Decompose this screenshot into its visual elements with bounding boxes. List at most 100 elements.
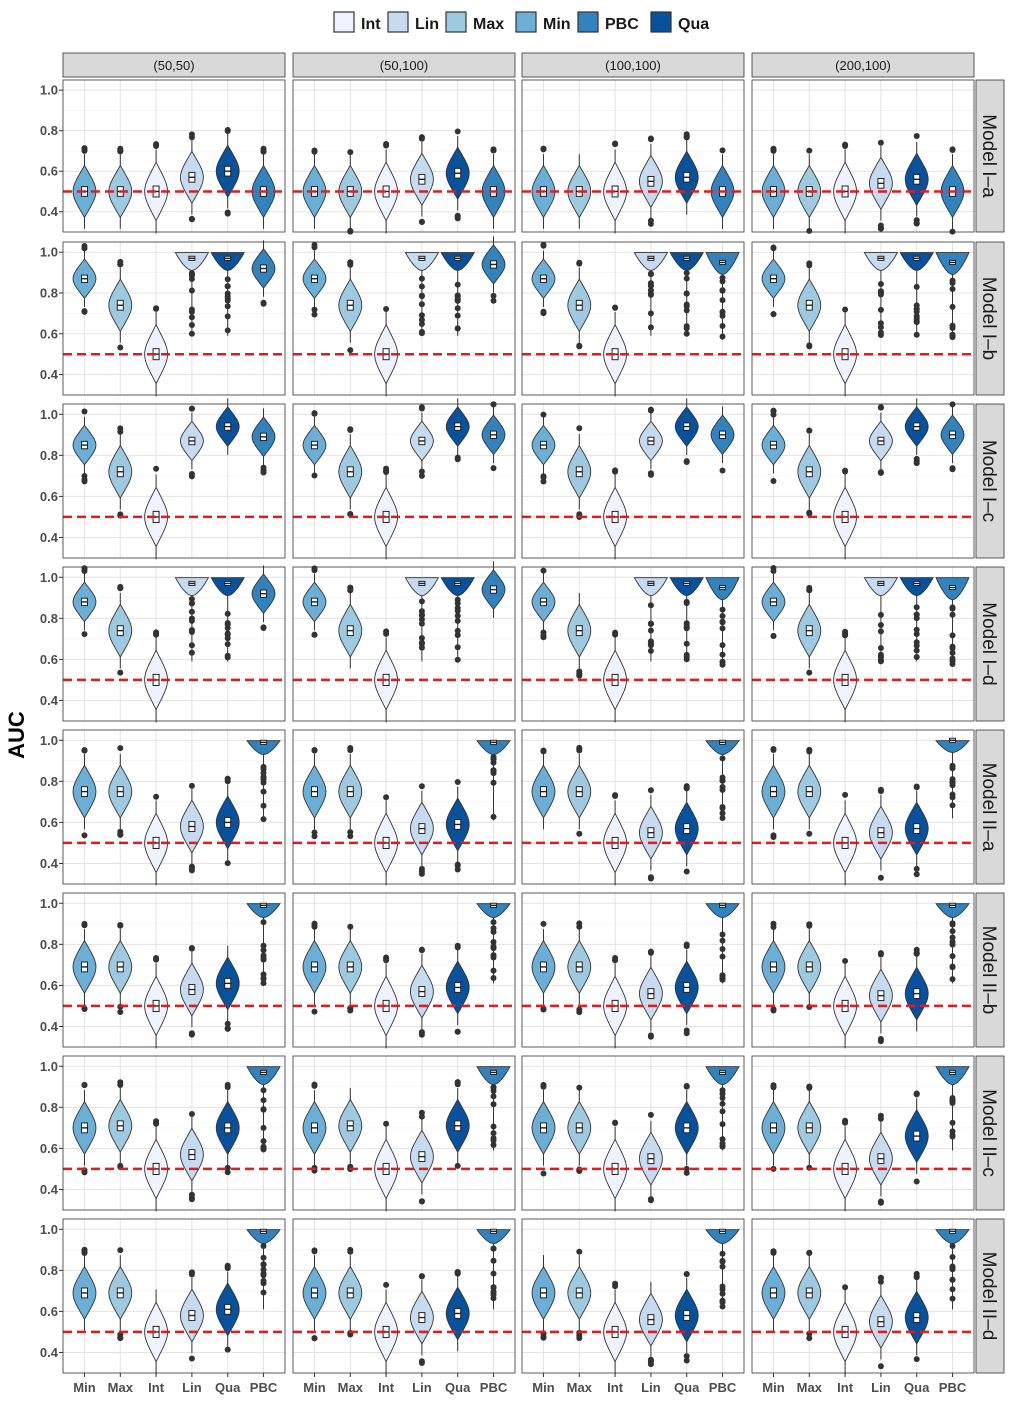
row-strip-label: Model I–b bbox=[978, 277, 999, 360]
outlier-point bbox=[949, 649, 956, 656]
outlier-point bbox=[877, 139, 884, 146]
outlier-point bbox=[540, 473, 547, 480]
violin-qua bbox=[440, 577, 475, 597]
outlier-point bbox=[260, 947, 267, 954]
outlier-point bbox=[418, 321, 425, 328]
outlier-point bbox=[913, 631, 920, 638]
violin-lin bbox=[633, 577, 669, 597]
panel bbox=[521, 892, 745, 1049]
outlier-point bbox=[913, 220, 920, 227]
panel-border bbox=[292, 1218, 516, 1374]
outlier-point bbox=[454, 862, 461, 869]
outlier-point bbox=[260, 469, 267, 476]
outlier-point bbox=[842, 467, 849, 474]
outlier-point bbox=[719, 937, 726, 944]
outlier-point bbox=[418, 947, 425, 954]
outlier-point bbox=[683, 1030, 690, 1037]
panel-background bbox=[293, 730, 515, 884]
y-axis-label: AUC bbox=[4, 711, 29, 759]
violin-lin bbox=[404, 577, 440, 597]
outlier-point bbox=[770, 1082, 777, 1089]
outlier-point bbox=[260, 976, 267, 983]
outlier-point bbox=[612, 1119, 619, 1126]
x-tick-label: Min bbox=[303, 1380, 325, 1395]
outlier-point bbox=[117, 1162, 124, 1169]
outlier-point bbox=[949, 794, 956, 801]
outlier-point bbox=[949, 1295, 956, 1302]
panel-border bbox=[751, 729, 975, 885]
outlier-point bbox=[576, 1009, 583, 1016]
outlier-point bbox=[842, 143, 849, 150]
outlier-point bbox=[877, 874, 884, 881]
x-tick-label: Min bbox=[762, 1380, 784, 1395]
y-tick-label: 0.4 bbox=[40, 530, 59, 545]
outlier-point bbox=[188, 642, 195, 649]
outlier-point bbox=[949, 1119, 956, 1126]
panel bbox=[751, 241, 975, 397]
violin-lin bbox=[863, 252, 899, 272]
outlier-point bbox=[770, 1248, 777, 1255]
outlier-point bbox=[383, 794, 390, 801]
outlier-point bbox=[683, 784, 690, 791]
panel-border bbox=[292, 241, 516, 396]
outlier-point bbox=[683, 600, 690, 607]
outlier-point bbox=[418, 468, 425, 475]
outlier-point bbox=[260, 942, 267, 949]
outlier-point bbox=[188, 308, 195, 315]
legend-key-lin bbox=[387, 11, 409, 33]
outlier-point bbox=[188, 865, 195, 872]
outlier-point bbox=[311, 148, 318, 155]
panel bbox=[751, 1055, 975, 1212]
outlier-point bbox=[877, 225, 884, 232]
outlier-point bbox=[454, 600, 461, 607]
outlier-point bbox=[683, 1271, 690, 1278]
outlier-point bbox=[260, 1097, 267, 1104]
outlier-point bbox=[719, 467, 726, 474]
panel bbox=[751, 565, 975, 723]
outlier-point bbox=[81, 408, 88, 415]
outlier-point bbox=[311, 410, 318, 417]
outlier-point bbox=[647, 136, 654, 143]
outlier-point bbox=[454, 644, 461, 651]
panel bbox=[521, 1055, 745, 1212]
outlier-point bbox=[454, 617, 461, 624]
row-strip-label: Model II–a bbox=[978, 763, 999, 852]
panel bbox=[521, 398, 745, 560]
outlier-point bbox=[806, 1249, 813, 1256]
outlier-point bbox=[454, 778, 461, 785]
outlier-point bbox=[949, 146, 956, 153]
y-tick-label: 0.4 bbox=[40, 693, 59, 708]
panel-border bbox=[751, 79, 975, 233]
outlier-point bbox=[383, 468, 390, 475]
violin-qua bbox=[899, 577, 934, 597]
outlier-point bbox=[260, 779, 267, 786]
outlier-point bbox=[647, 282, 654, 289]
outlier-point bbox=[770, 478, 777, 485]
row-strip-label: Model II–d bbox=[978, 1252, 999, 1341]
panel-background bbox=[752, 404, 974, 558]
outlier-point bbox=[719, 1299, 726, 1306]
outlier-point bbox=[383, 1120, 390, 1127]
outlier-point bbox=[418, 870, 425, 877]
outlier-point bbox=[877, 621, 884, 628]
outlier-point bbox=[913, 626, 920, 633]
outlier-point bbox=[770, 924, 777, 931]
outlier-point bbox=[719, 810, 726, 817]
legend-label-qua: Qua bbox=[678, 16, 709, 33]
violin-pbc bbox=[705, 1066, 740, 1086]
legend-key-pbc bbox=[577, 11, 599, 33]
outlier-point bbox=[260, 802, 267, 809]
column-strip bbox=[521, 52, 745, 78]
outlier-point bbox=[719, 1136, 726, 1143]
outlier-point bbox=[224, 775, 231, 782]
panel bbox=[292, 1218, 516, 1375]
row-strip bbox=[975, 729, 1005, 885]
outlier-point bbox=[540, 567, 547, 574]
outlier-point bbox=[117, 1247, 124, 1254]
outlier-point bbox=[949, 1133, 956, 1140]
panel bbox=[62, 240, 286, 397]
outlier-point bbox=[949, 776, 956, 783]
panel-border bbox=[292, 729, 516, 885]
outlier-point bbox=[224, 625, 231, 632]
outlier-point bbox=[260, 1289, 267, 1296]
